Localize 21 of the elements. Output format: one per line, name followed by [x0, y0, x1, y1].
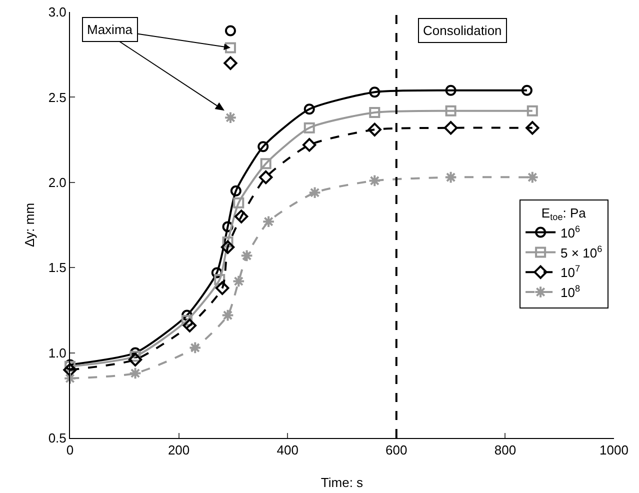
x-tick-label: 400	[276, 442, 298, 458]
y-tick-label: 2.5	[48, 90, 66, 105]
annotation: Maxima	[87, 22, 134, 37]
x-tick-label: 0	[66, 442, 74, 458]
y-tick-label: 1.5	[48, 260, 66, 276]
y-tick-label: 0.5	[48, 430, 66, 446]
legend-label: 10$^{8}$	[560, 284, 580, 300]
legend-label: 10$^{7}$	[560, 264, 580, 280]
x-axis-title: Time: s	[320, 475, 364, 490]
y-axis-title: Δy: mm	[22, 202, 37, 248]
y-tick-label: 2.0	[48, 174, 66, 190]
x-tick-label: 1000	[600, 442, 628, 458]
legend-title: E$_{toe}$: Pa	[541, 205, 587, 222]
x-tick-label: 600	[386, 442, 408, 458]
ref-line-label: Consolidation	[423, 23, 502, 38]
x-tick-label: 200	[168, 442, 190, 458]
legend-label: 10$^{6}$	[560, 224, 580, 240]
x-tick-label: 800	[494, 442, 516, 458]
y-tick-label: 3.0	[48, 4, 66, 20]
y-tick-label: 1.0	[48, 345, 66, 360]
legend-label: 5 × 10$^{6}$	[560, 244, 602, 260]
